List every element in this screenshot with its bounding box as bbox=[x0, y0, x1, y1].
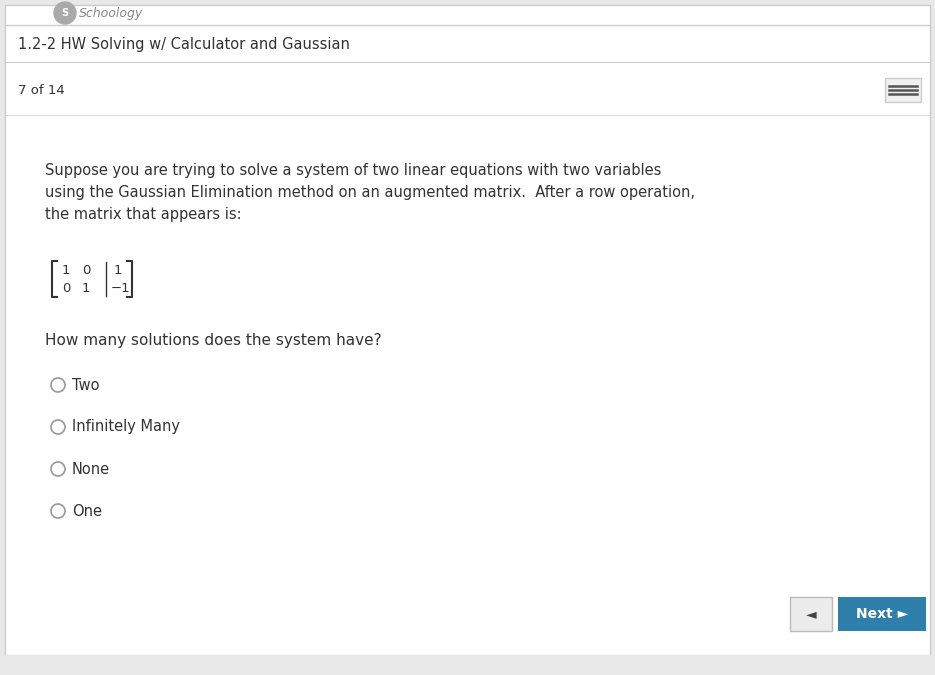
Bar bbox=[838, 597, 926, 631]
Text: 1: 1 bbox=[62, 263, 70, 277]
Text: −1: −1 bbox=[110, 281, 130, 294]
Text: the matrix that appears is:: the matrix that appears is: bbox=[45, 207, 241, 221]
Text: 7 of 14: 7 of 14 bbox=[18, 84, 65, 97]
Text: 1.2-2 HW Solving w/ Calculator and Gaussian: 1.2-2 HW Solving w/ Calculator and Gauss… bbox=[18, 38, 350, 53]
Bar bbox=[790, 597, 832, 631]
Bar bbox=[0, 655, 935, 675]
Text: Next ►: Next ► bbox=[856, 607, 908, 621]
Text: 1: 1 bbox=[114, 263, 122, 277]
Text: Suppose you are trying to solve a system of two linear equations with two variab: Suppose you are trying to solve a system… bbox=[45, 163, 661, 178]
Text: 1: 1 bbox=[81, 281, 91, 294]
Text: How many solutions does the system have?: How many solutions does the system have? bbox=[45, 333, 381, 348]
Text: 0: 0 bbox=[82, 263, 90, 277]
Bar bbox=[885, 78, 921, 102]
Text: One: One bbox=[72, 504, 102, 518]
Text: S: S bbox=[62, 8, 68, 18]
Text: ◄: ◄ bbox=[806, 607, 816, 621]
Text: Two: Two bbox=[72, 377, 99, 392]
Text: 0: 0 bbox=[62, 281, 70, 294]
Circle shape bbox=[54, 2, 76, 24]
Text: None: None bbox=[72, 462, 110, 477]
Text: using the Gaussian Elimination method on an augmented matrix.  After a row opera: using the Gaussian Elimination method on… bbox=[45, 184, 695, 200]
Text: Schoology: Schoology bbox=[79, 7, 143, 20]
Text: Infinitely Many: Infinitely Many bbox=[72, 419, 180, 435]
